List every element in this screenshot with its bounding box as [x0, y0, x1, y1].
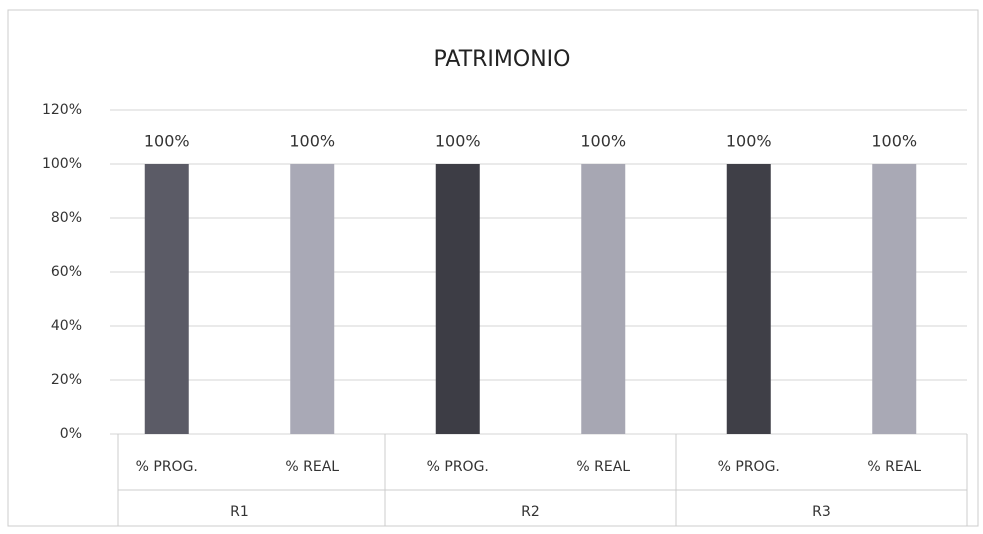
- y-tick-label: 20%: [51, 372, 82, 388]
- y-tick-label: 100%: [42, 156, 82, 172]
- value-label: 100%: [144, 132, 190, 151]
- bar: [290, 164, 335, 434]
- group-label: R3: [812, 504, 831, 520]
- y-tick-label: 40%: [51, 318, 82, 334]
- value-label: 100%: [580, 132, 626, 151]
- x-tick-label: % PROG.: [718, 459, 780, 475]
- chart-title: PATRIMONIO: [434, 47, 571, 72]
- bar: [581, 164, 626, 434]
- x-tick-label: % PROG.: [136, 459, 198, 475]
- bar: [872, 164, 917, 434]
- value-label: 100%: [871, 132, 917, 151]
- x-tick-label: % REAL: [867, 459, 921, 475]
- y-tick-label: 120%: [42, 102, 82, 118]
- x-tick-label: % REAL: [576, 459, 630, 475]
- value-label: 100%: [726, 132, 772, 151]
- bar: [435, 164, 480, 434]
- y-tick-label: 0%: [60, 426, 82, 442]
- bar: [144, 164, 189, 434]
- group-label: R2: [521, 504, 540, 520]
- value-label: 100%: [289, 132, 335, 151]
- group-label: R1: [230, 504, 249, 520]
- bar: [726, 164, 771, 434]
- x-tick-label: % REAL: [285, 459, 339, 475]
- value-label: 100%: [435, 132, 481, 151]
- y-tick-label: 80%: [51, 210, 82, 226]
- y-tick-label: 60%: [51, 264, 82, 280]
- x-tick-label: % PROG.: [427, 459, 489, 475]
